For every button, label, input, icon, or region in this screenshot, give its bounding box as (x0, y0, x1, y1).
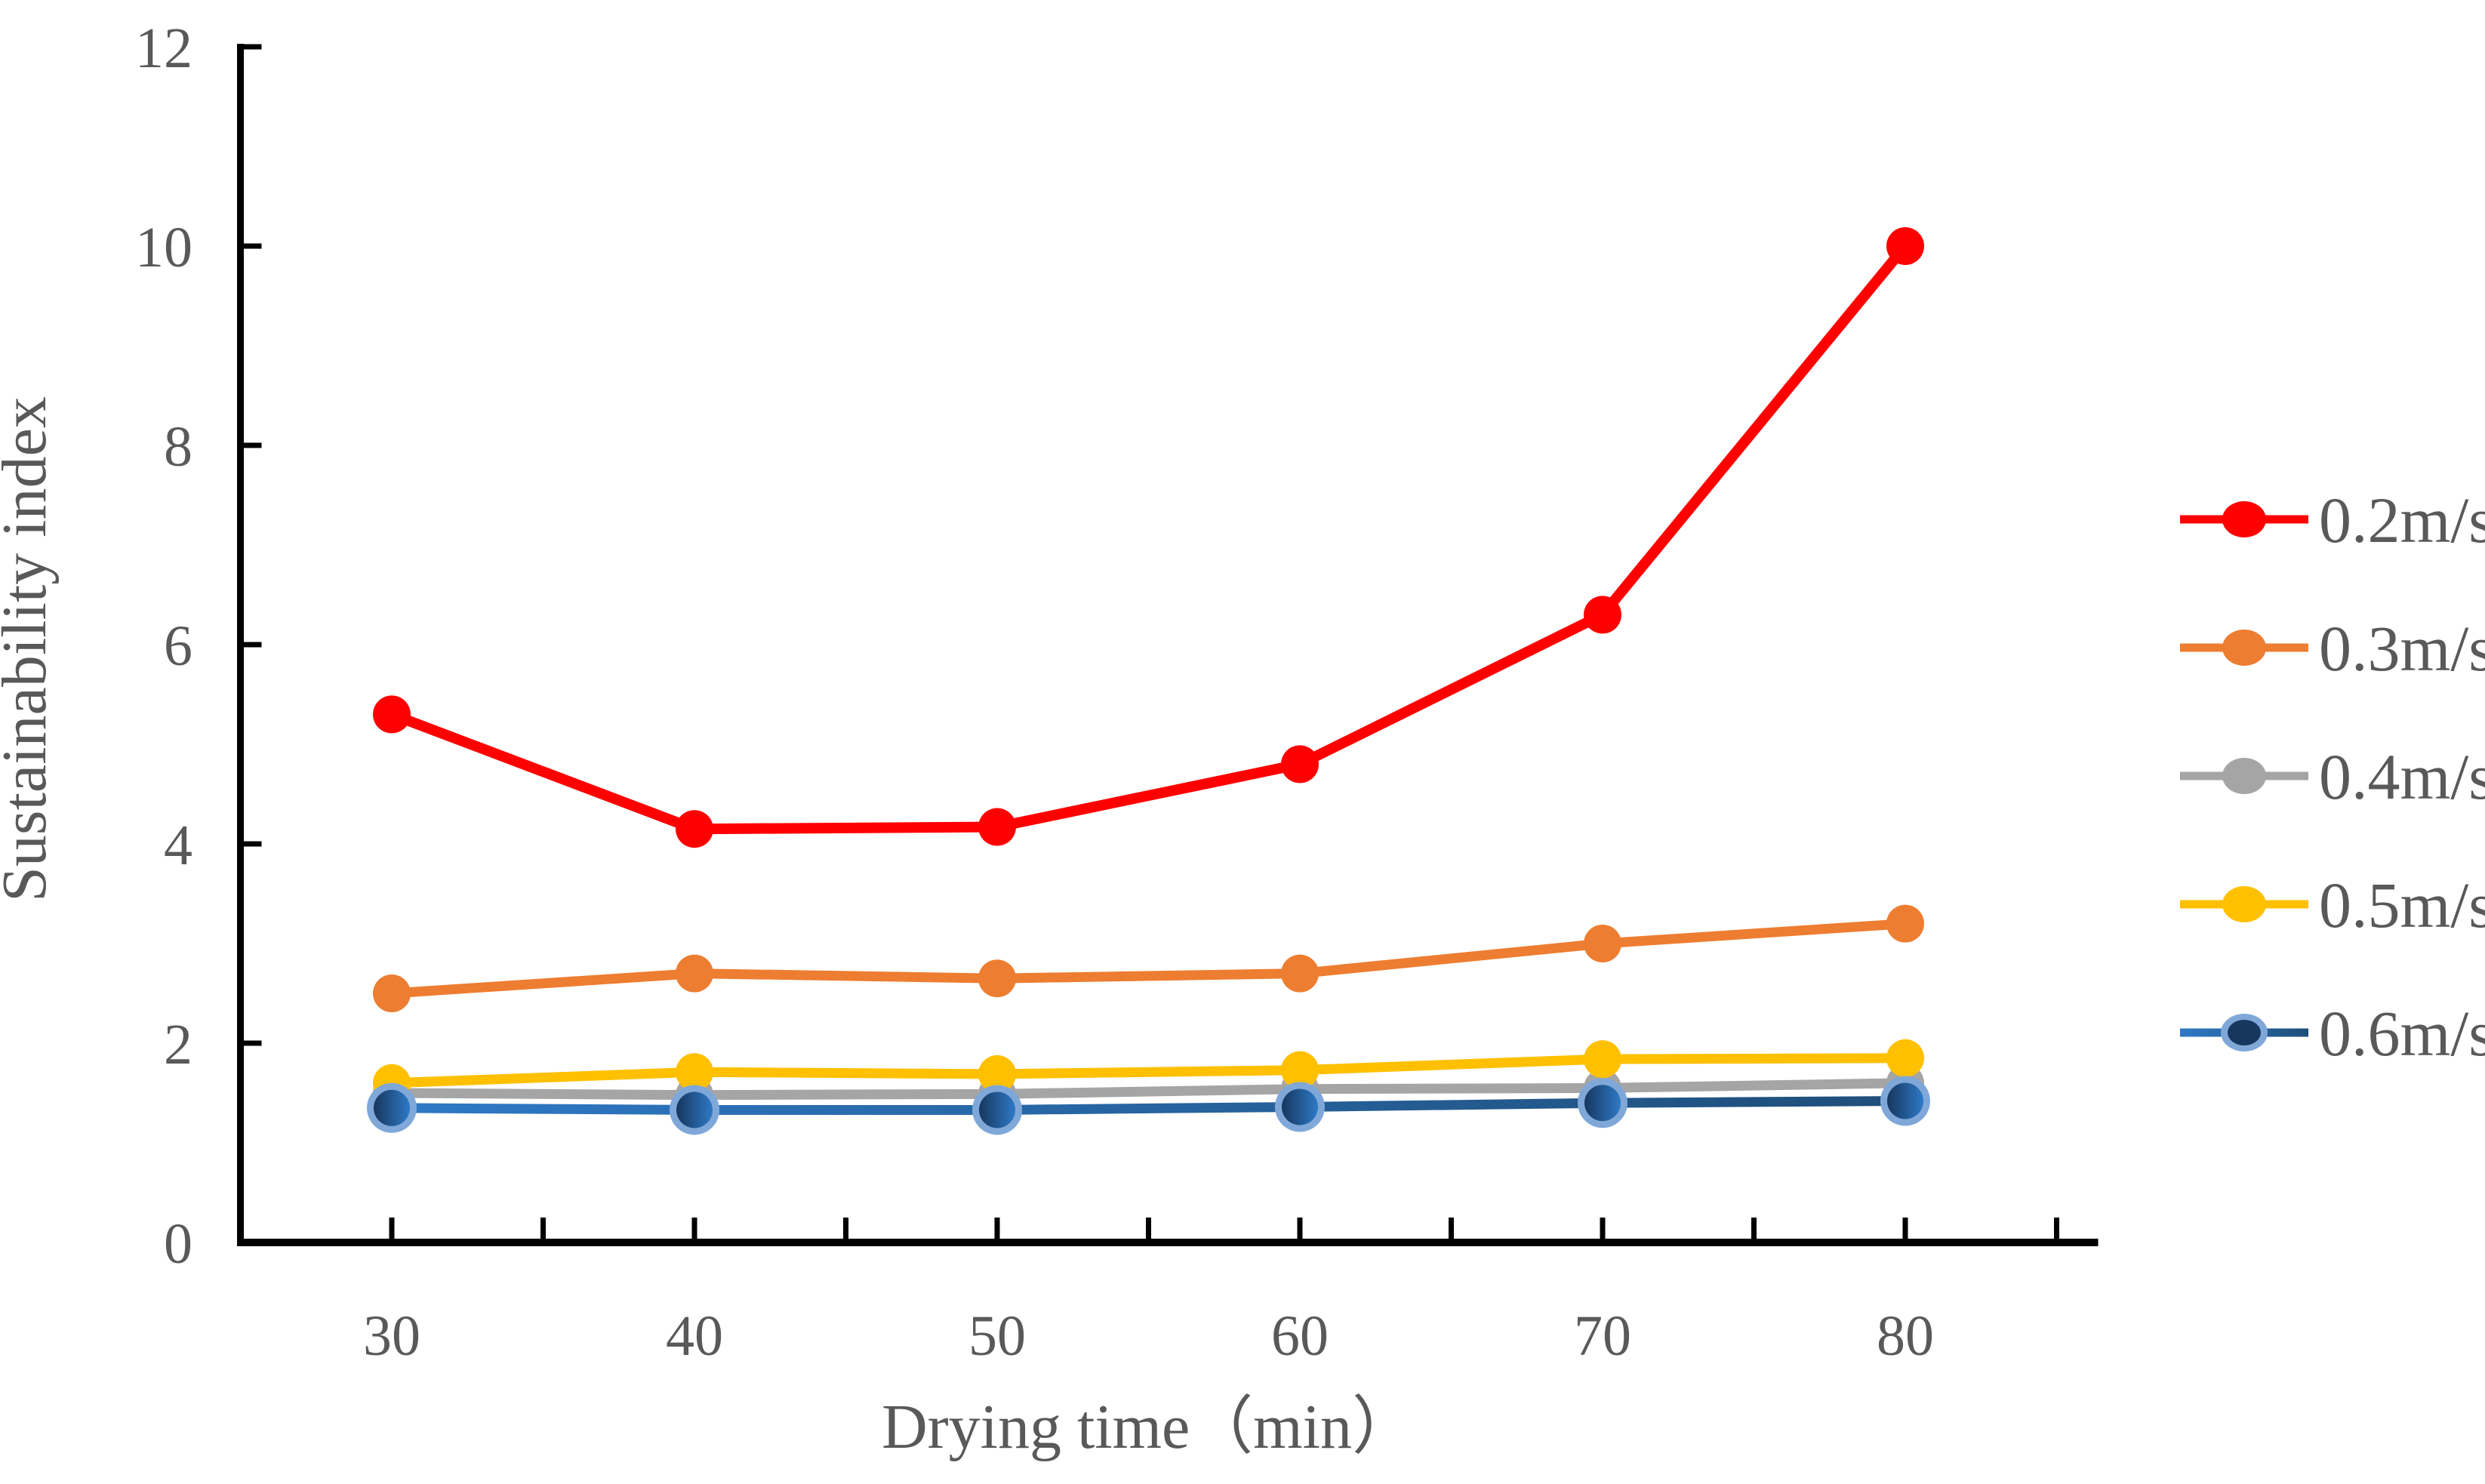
legend-marker (2228, 1020, 2261, 1045)
x-tick-label: 40 (666, 1304, 723, 1368)
y-tick-label: 12 (135, 17, 192, 80)
x-tick-label: 80 (1877, 1304, 1934, 1368)
legend-item-0.3m/s: 0.3m/s (2180, 612, 2485, 685)
x-axis-title: Drying time（min） (882, 1392, 1415, 1462)
legend-label: 0.3m/s (2319, 612, 2485, 685)
data-point-0.2m/s (373, 695, 411, 734)
legend-marker (2222, 758, 2266, 794)
legend-marker (2222, 886, 2266, 922)
legend-item-0.5m/s: 0.5m/s (2180, 869, 2485, 941)
y-tick-label: 8 (164, 415, 192, 479)
data-point-0.3m/s (676, 954, 713, 993)
data-point-0.2m/s (676, 810, 713, 848)
data-point-0.6m/s (676, 1091, 713, 1128)
x-tick-label: 30 (363, 1304, 420, 1368)
data-point-0.3m/s (978, 959, 1016, 998)
data-point-0.6m/s (374, 1089, 410, 1126)
legend-marker (2222, 501, 2266, 537)
data-point-0.2m/s (1584, 596, 1621, 634)
data-point-0.5m/s (978, 1055, 1016, 1093)
data-point-0.5m/s (1584, 1040, 1621, 1079)
data-point-0.3m/s (1281, 954, 1319, 993)
legend-label: 0.2m/s (2319, 484, 2485, 556)
series-line-0.5m/s (391, 1053, 1906, 1088)
series-line-0.4m/s (391, 1078, 1906, 1101)
data-point-0.2m/s (978, 808, 1016, 846)
x-tick-label: 70 (1574, 1304, 1631, 1368)
data-point-0.3m/s (1584, 925, 1621, 962)
data-point-0.6m/s (1887, 1082, 1923, 1119)
y-axis-title: Sustainability index (0, 396, 60, 902)
data-point-0.5m/s (1281, 1051, 1319, 1089)
data-point-0.2m/s (1281, 745, 1319, 784)
data-point-0.6m/s (1584, 1085, 1621, 1122)
legend-marker (2222, 630, 2266, 666)
series-line-0.2m/s (390, 242, 1910, 835)
y-tick-label: 6 (164, 614, 192, 678)
x-tick-label: 50 (968, 1304, 1026, 1368)
data-point-0.3m/s (1886, 904, 1924, 943)
y-tick-label: 0 (164, 1212, 192, 1276)
legend-item-0.6m/s: 0.6m/s (2180, 997, 2485, 1070)
y-tick-label: 10 (135, 216, 192, 279)
data-point-0.2m/s (1886, 227, 1924, 265)
x-tick-label: 60 (1271, 1304, 1329, 1368)
legend-label: 0.5m/s (2319, 869, 2485, 941)
y-tick-label: 2 (164, 1013, 192, 1076)
series-line-0.6m/s (391, 1096, 1906, 1115)
data-point-0.5m/s (676, 1053, 713, 1091)
data-point-0.6m/s (979, 1091, 1015, 1128)
legend-item-0.4m/s: 0.4m/s (2180, 740, 2485, 813)
data-point-0.5m/s (1886, 1039, 1924, 1077)
series-line-0.3m/s (391, 919, 1906, 999)
data-point-0.6m/s (1282, 1088, 1318, 1125)
y-tick-label: 4 (164, 814, 192, 877)
legend-label: 0.4m/s (2319, 740, 2485, 813)
legend-label: 0.6m/s (2319, 997, 2485, 1070)
data-point-0.3m/s (373, 974, 411, 1012)
legend-item-0.2m/s: 0.2m/s (2180, 484, 2485, 556)
